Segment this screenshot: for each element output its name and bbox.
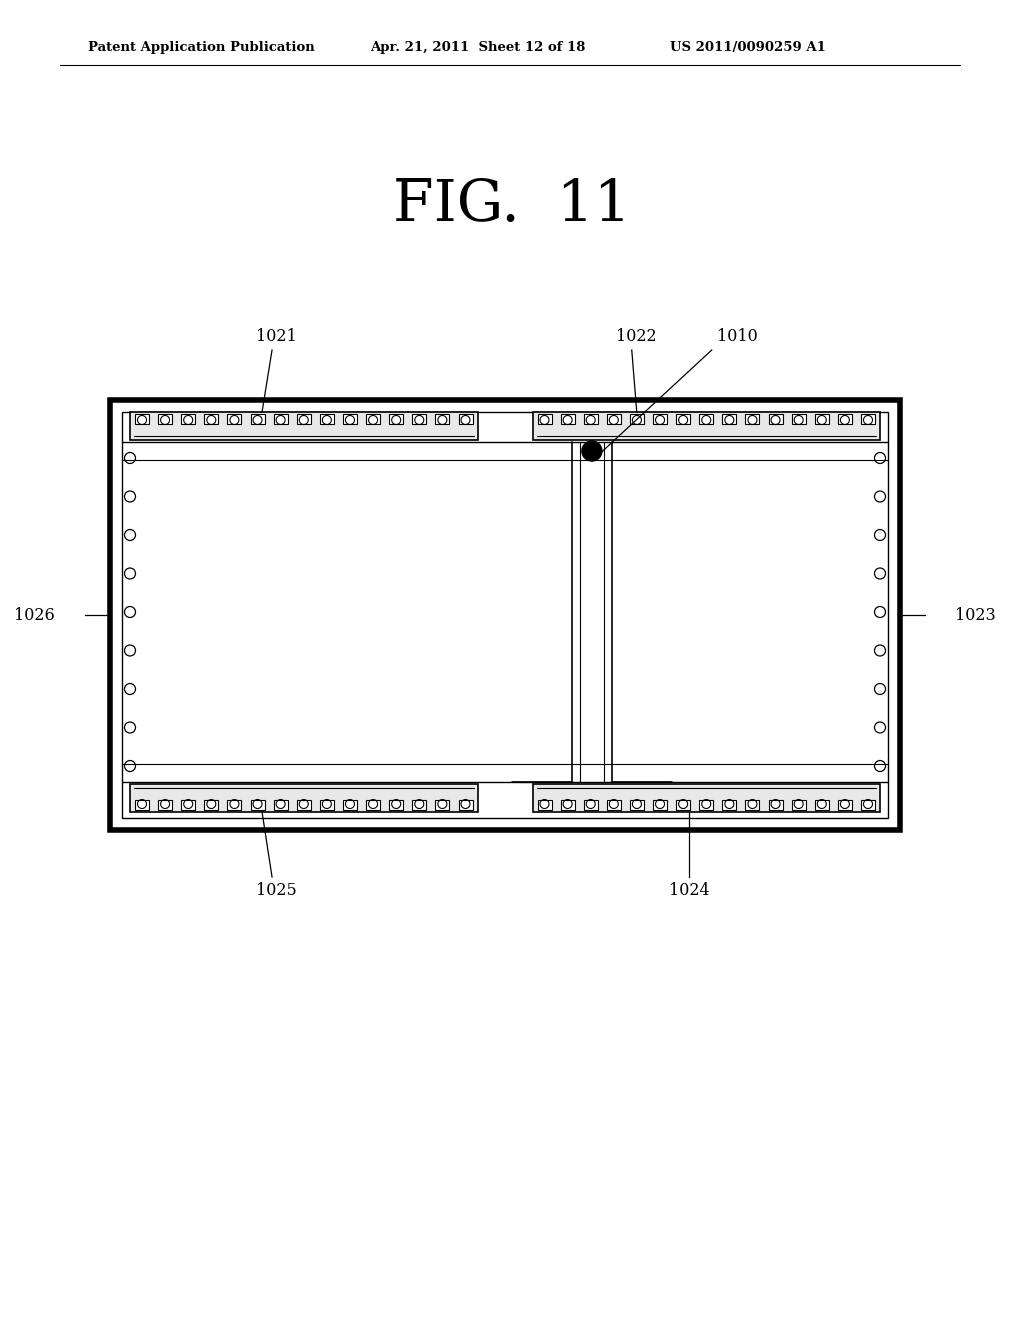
Bar bbox=[861, 414, 874, 424]
Bar bbox=[838, 800, 852, 810]
Bar bbox=[815, 800, 828, 810]
Bar bbox=[745, 414, 760, 424]
Text: 1026: 1026 bbox=[14, 606, 55, 623]
Bar bbox=[297, 414, 310, 424]
Bar bbox=[459, 800, 472, 810]
Bar bbox=[861, 800, 874, 810]
Bar bbox=[607, 800, 621, 810]
Text: Apr. 21, 2011  Sheet 12 of 18: Apr. 21, 2011 Sheet 12 of 18 bbox=[370, 41, 586, 54]
Bar bbox=[319, 414, 334, 424]
Bar bbox=[205, 414, 218, 424]
Bar bbox=[815, 414, 828, 424]
Bar bbox=[413, 800, 426, 810]
Bar bbox=[135, 800, 150, 810]
Bar bbox=[227, 800, 242, 810]
Text: 1023: 1023 bbox=[955, 606, 995, 623]
Bar bbox=[273, 414, 288, 424]
Bar bbox=[135, 414, 150, 424]
Bar bbox=[158, 414, 172, 424]
Bar bbox=[584, 800, 598, 810]
Text: FIG.  11: FIG. 11 bbox=[393, 177, 631, 234]
Bar bbox=[389, 800, 403, 810]
Bar bbox=[389, 414, 403, 424]
Bar bbox=[366, 414, 380, 424]
Bar bbox=[653, 800, 667, 810]
Bar bbox=[560, 414, 574, 424]
Bar bbox=[130, 784, 477, 812]
Bar bbox=[273, 800, 288, 810]
Bar bbox=[769, 800, 782, 810]
Text: 1021: 1021 bbox=[256, 327, 296, 345]
Bar bbox=[532, 412, 880, 440]
Bar bbox=[630, 414, 644, 424]
Bar bbox=[699, 414, 714, 424]
Bar bbox=[110, 400, 900, 830]
Bar bbox=[584, 414, 598, 424]
Bar bbox=[560, 800, 574, 810]
Bar bbox=[769, 414, 782, 424]
Text: 1025: 1025 bbox=[256, 882, 296, 899]
Bar bbox=[227, 414, 242, 424]
Bar bbox=[676, 414, 690, 424]
Bar bbox=[532, 784, 880, 812]
Bar bbox=[366, 800, 380, 810]
Bar bbox=[630, 800, 644, 810]
Bar bbox=[205, 800, 218, 810]
Text: US 2011/0090259 A1: US 2011/0090259 A1 bbox=[670, 41, 826, 54]
Text: Patent Application Publication: Patent Application Publication bbox=[88, 41, 314, 54]
Bar bbox=[130, 412, 477, 440]
Bar bbox=[122, 412, 888, 818]
Circle shape bbox=[582, 441, 602, 461]
Bar bbox=[838, 414, 852, 424]
Bar bbox=[792, 800, 806, 810]
Bar bbox=[676, 800, 690, 810]
Bar bbox=[343, 414, 357, 424]
Bar bbox=[745, 800, 760, 810]
Bar bbox=[297, 800, 310, 810]
Bar bbox=[181, 414, 196, 424]
Bar bbox=[435, 414, 450, 424]
Bar bbox=[251, 414, 264, 424]
Text: 1024: 1024 bbox=[669, 882, 710, 899]
Bar bbox=[792, 414, 806, 424]
Bar bbox=[435, 800, 450, 810]
Bar bbox=[722, 414, 736, 424]
Bar bbox=[319, 800, 334, 810]
Bar bbox=[251, 800, 264, 810]
Bar bbox=[653, 414, 667, 424]
Bar bbox=[607, 414, 621, 424]
Bar bbox=[699, 800, 714, 810]
Bar bbox=[413, 414, 426, 424]
Text: 1010: 1010 bbox=[717, 327, 758, 345]
Bar bbox=[722, 800, 736, 810]
Bar bbox=[538, 800, 552, 810]
Bar bbox=[459, 414, 472, 424]
Bar bbox=[158, 800, 172, 810]
Bar bbox=[538, 414, 552, 424]
Bar bbox=[181, 800, 196, 810]
Text: 1022: 1022 bbox=[616, 327, 657, 345]
Bar bbox=[343, 800, 357, 810]
